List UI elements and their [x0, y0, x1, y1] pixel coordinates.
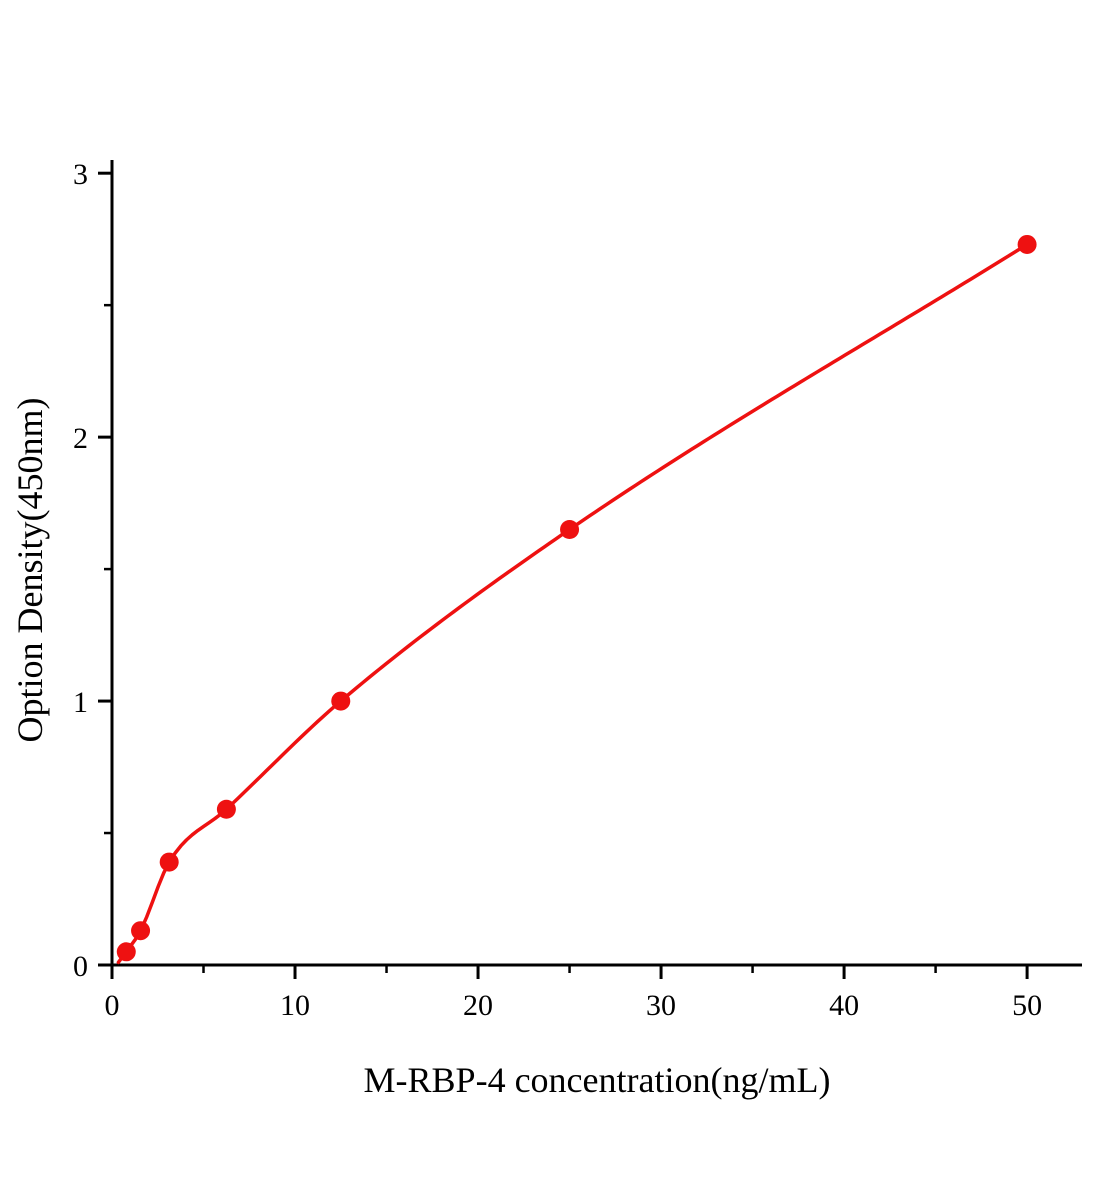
data-point-marker: [216, 799, 236, 819]
data-point-marker: [1017, 234, 1037, 254]
y-axis-title: Option Density(450nm): [10, 398, 50, 743]
data-point-marker: [159, 852, 179, 872]
data-point-marker: [131, 921, 151, 941]
x-tick-label: 50: [1012, 989, 1042, 1022]
standard-curve-line: [116, 242, 1029, 965]
data-point-marker: [116, 942, 136, 962]
y-tick-label: 2: [73, 422, 88, 455]
x-tick-label: 0: [105, 989, 120, 1022]
x-tick-label: 10: [280, 989, 310, 1022]
y-tick-label: 0: [73, 950, 88, 983]
x-axis-title: M-RBP-4 concentration(ng/mL): [364, 1060, 831, 1100]
x-tick-label: 30: [646, 989, 676, 1022]
data-point-marker: [560, 520, 580, 540]
y-tick-label: 1: [73, 686, 88, 719]
x-tick-label: 40: [829, 989, 859, 1022]
y-tick-label: 3: [73, 158, 88, 191]
data-point-marker: [331, 691, 351, 711]
x-tick-label: 20: [463, 989, 493, 1022]
